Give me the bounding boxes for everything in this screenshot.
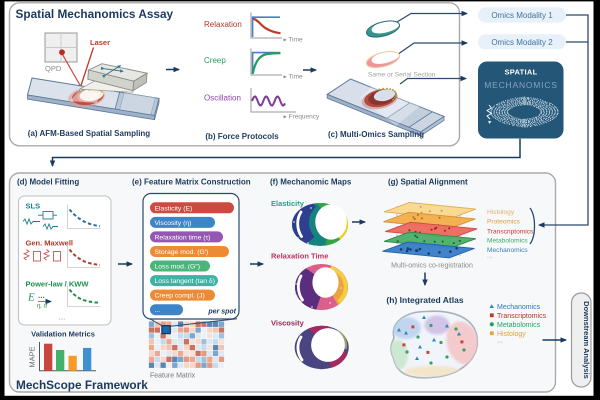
svg-text:MAPE: MAPE (28, 346, 37, 367)
svg-text:E: E (27, 292, 35, 304)
svg-text:Viscosity (η): Viscosity (η) (155, 220, 192, 227)
svg-text:Metabolomics: Metabolomics (497, 322, 541, 329)
svg-text:Metabolomics: Metabolomics (487, 238, 528, 245)
svg-text:SPATIAL: SPATIAL (504, 68, 537, 77)
svg-text:Gen. Maxwell: Gen. Maxwell (26, 239, 74, 248)
svg-text:(g) Spatial Alignment: (g) Spatial Alignment (388, 178, 468, 187)
svg-text:MechScope Framework: MechScope Framework (16, 378, 148, 392)
svg-text:Feature Matrix: Feature Matrix (150, 373, 196, 380)
svg-text:Oscillation: Oscillation (204, 94, 241, 103)
svg-text:Transcriptomics: Transcriptomics (487, 228, 534, 235)
svg-text:Creep compl. (J): Creep compl. (J) (155, 293, 205, 300)
svg-text:Histology: Histology (497, 331, 526, 338)
svg-text:...: ... (59, 313, 66, 322)
svg-text:(b) Force Protocols: (b) Force Protocols (205, 132, 279, 141)
svg-text:(e) Feature Matrix Constructio: (e) Feature Matrix Construction (132, 178, 251, 187)
svg-text:Omics Modality 1: Omics Modality 1 (491, 11, 553, 20)
svg-text:Omics Modality 2: Omics Modality 2 (491, 38, 553, 47)
svg-text:...: ... (497, 338, 503, 345)
svg-text:Histology: Histology (487, 209, 515, 216)
svg-text:Multi-omics co-registration: Multi-omics co-registration (391, 263, 473, 270)
svg-text:Creep: Creep (204, 56, 226, 65)
svg-text:(c) Multi-Omics Sampling: (c) Multi-Omics Sampling (328, 130, 424, 139)
svg-text:...: ... (487, 253, 493, 260)
svg-text:Validation Metrics: Validation Metrics (31, 330, 95, 339)
svg-text:Spatial Mechanomics Assay: Spatial Mechanomics Assay (16, 7, 174, 21)
svg-text:▸ Time: ▸ Time (284, 74, 304, 81)
svg-text:▸ Frequency: ▸ Frequency (284, 114, 321, 121)
svg-text:Loss tangent (tan δ): Loss tangent (tan δ) (155, 278, 215, 285)
svg-text:(h) Integrated Atlas: (h) Integrated Atlas (386, 295, 463, 305)
svg-text:Relaxation: Relaxation (204, 20, 242, 29)
svg-text:Viscosity: Viscosity (271, 319, 305, 328)
svg-text:Same or Serial Section: Same or Serial Section (368, 72, 436, 79)
svg-text:SLS: SLS (26, 202, 41, 211)
svg-text:Downstream Analysis: Downstream Analysis (582, 301, 591, 379)
svg-text:Transcriptomics: Transcriptomics (497, 313, 547, 320)
svg-text:Elasticity: Elasticity (271, 199, 305, 208)
svg-text:QPD: QPD (45, 64, 62, 73)
svg-text:Mechanomics: Mechanomics (497, 304, 541, 311)
svg-text:Laser: Laser (90, 38, 110, 47)
svg-text:η, α̂: η, α̂ (37, 304, 48, 310)
svg-text:(d) Model Fitting: (d) Model Fitting (17, 178, 79, 187)
svg-text:Storage mod. (G′): Storage mod. (G′) (155, 249, 209, 256)
svg-text:...: ... (155, 307, 161, 314)
svg-text:Mechanomics: Mechanomics (487, 247, 528, 254)
svg-text:(f) Mechanomic Maps: (f) Mechanomic Maps (270, 178, 352, 187)
svg-text:per spot: per spot (207, 309, 236, 316)
svg-text:Elasticity (E): Elasticity (E) (155, 205, 193, 212)
svg-text:▸ Time: ▸ Time (284, 37, 304, 44)
svg-text:Proteomics: Proteomics (487, 219, 521, 226)
svg-text:Power-law / KWW: Power-law / KWW (26, 280, 90, 289)
svg-text:Relaxation time (τ): Relaxation time (τ) (155, 234, 211, 241)
svg-text:MECHANOMICS: MECHANOMICS (484, 80, 558, 90)
svg-text:...: ... (38, 291, 45, 300)
svg-text:Loss mod. (G″): Loss mod. (G″) (155, 264, 200, 271)
svg-text:Relaxation Time: Relaxation Time (271, 252, 328, 261)
svg-text:(a) AFM-Based Spatial Sampling: (a) AFM-Based Spatial Sampling (28, 129, 151, 138)
